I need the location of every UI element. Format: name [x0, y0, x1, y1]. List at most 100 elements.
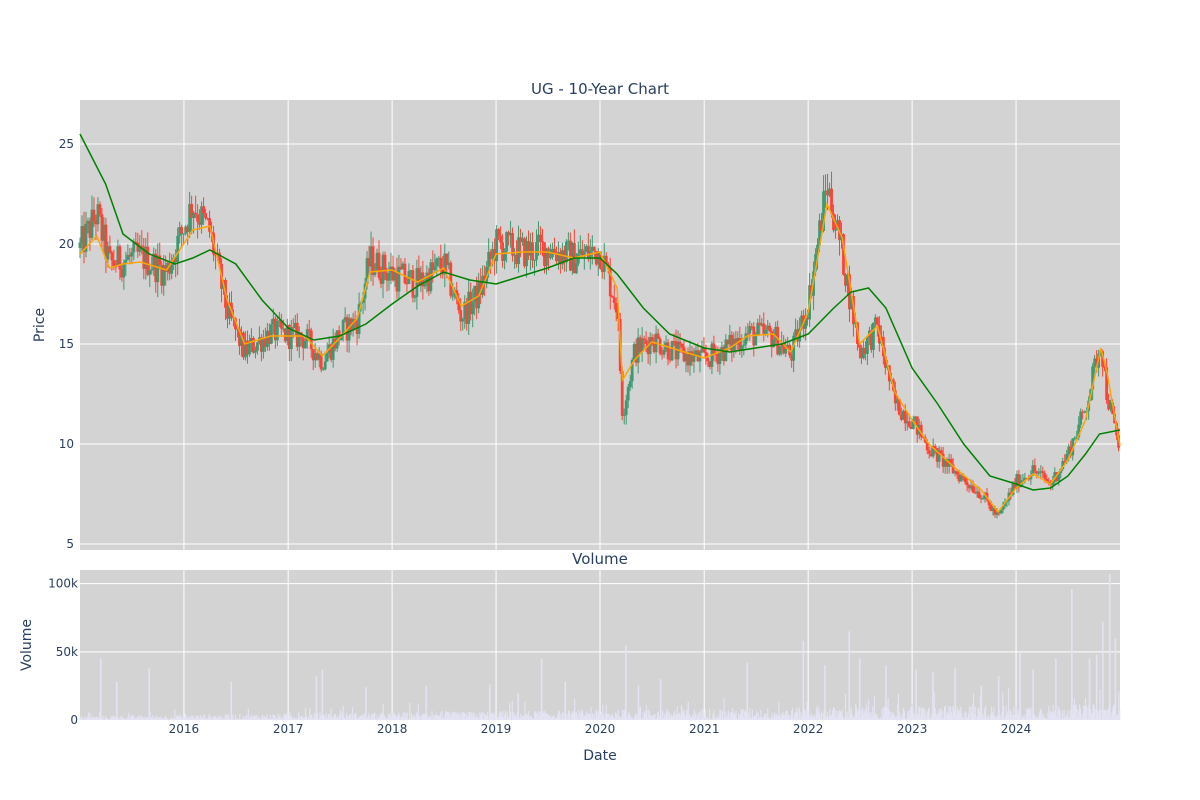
volume-bar	[122, 718, 125, 720]
volume-bar	[872, 706, 874, 720]
volume-bar	[490, 712, 492, 720]
volume-bar	[907, 710, 909, 720]
volume-bar	[506, 712, 508, 720]
volume-bar	[913, 712, 915, 720]
candle-body	[734, 338, 738, 345]
volume-bar	[266, 714, 268, 720]
volume-bar	[269, 714, 272, 720]
volume-bar	[133, 715, 135, 720]
volume-bar	[336, 718, 338, 720]
volume-bar	[210, 717, 212, 720]
volume-bar	[411, 717, 413, 720]
candle-body	[543, 242, 546, 266]
candle-body	[746, 333, 750, 335]
volume-bar	[714, 716, 716, 720]
volume-bar	[756, 711, 758, 720]
candle-body	[1101, 351, 1105, 367]
candle-body	[1095, 358, 1099, 368]
volume-bar	[539, 715, 541, 720]
volume-bar	[557, 710, 560, 720]
volume-bar	[953, 710, 955, 720]
volume-bar	[95, 716, 97, 720]
volume-bar	[89, 713, 91, 720]
volume-bar	[979, 695, 982, 720]
volume-bar	[187, 716, 189, 720]
candle-body	[329, 344, 333, 360]
volume-bar	[815, 708, 818, 720]
candle-body	[816, 244, 819, 254]
volume-bar	[201, 718, 203, 720]
volume-bar	[197, 715, 199, 720]
volume-bar	[157, 718, 160, 720]
volume-bar	[434, 715, 436, 720]
volume-bar	[342, 705, 344, 720]
candle-body	[419, 272, 423, 286]
volume-bar	[327, 718, 329, 720]
volume-bar	[367, 717, 369, 720]
price-axis-label: Price	[32, 308, 48, 342]
volume-bar	[630, 718, 632, 720]
volume-bar	[333, 717, 335, 720]
volume-bar-spike	[425, 685, 428, 720]
volume-bar	[886, 706, 888, 720]
candle-body	[244, 340, 247, 358]
volume-bar	[363, 717, 365, 720]
volume-bar	[800, 712, 802, 720]
volume-bar	[1069, 709, 1071, 720]
volume-bar	[784, 715, 786, 720]
candle-body	[130, 252, 134, 257]
candle-body	[766, 325, 770, 330]
volume-bar	[841, 709, 843, 720]
volume-bar-spike	[1114, 638, 1117, 720]
volume-bar	[677, 713, 679, 720]
volume-bar	[183, 717, 185, 720]
volume-bar	[287, 718, 290, 720]
volume-bar	[310, 714, 312, 720]
volume-bar	[991, 712, 994, 720]
volume-bar	[814, 714, 816, 720]
volume-bar	[528, 716, 530, 720]
volume-bar	[1073, 698, 1076, 720]
volume-bar	[906, 718, 908, 720]
volume-bar	[656, 718, 658, 720]
candle-body	[999, 509, 1003, 514]
candle-body	[582, 251, 586, 257]
candle-body	[666, 342, 670, 360]
candle-body	[848, 274, 851, 310]
candle-body	[1031, 465, 1035, 476]
volume-bar	[860, 717, 862, 720]
volume-bar	[166, 718, 168, 720]
volume-bar	[351, 707, 354, 720]
volume-bar	[734, 715, 736, 720]
candle-body	[170, 264, 174, 274]
volume-bar	[827, 718, 829, 720]
volume-bar	[212, 716, 214, 720]
volume-bar	[586, 711, 588, 720]
candle-body	[357, 304, 361, 334]
volume-bar	[165, 717, 167, 720]
volume-bar	[150, 717, 152, 720]
volume-bar	[1004, 717, 1006, 720]
volume-bar	[867, 712, 869, 720]
volume-bar	[609, 718, 611, 720]
candle-body	[283, 328, 287, 342]
volume-bar	[196, 716, 198, 720]
volume-bar-spike	[365, 687, 367, 720]
volume-bar	[1066, 715, 1068, 720]
volume-bar	[146, 716, 148, 720]
candle-body	[387, 272, 391, 281]
volume-bar	[651, 715, 653, 720]
volume-bar	[456, 713, 458, 720]
volume-bar	[141, 716, 143, 720]
volume-bar	[951, 715, 953, 720]
candle-body	[702, 347, 706, 352]
volume-bar	[731, 711, 733, 720]
volume-bar	[155, 715, 157, 720]
candle-body	[291, 327, 295, 329]
candle-body	[289, 327, 293, 350]
volume-bar	[994, 716, 996, 720]
volume-bar	[1094, 708, 1096, 720]
volume-bar	[1022, 715, 1024, 720]
volume-bar	[310, 715, 313, 720]
volume-bar	[323, 716, 325, 720]
